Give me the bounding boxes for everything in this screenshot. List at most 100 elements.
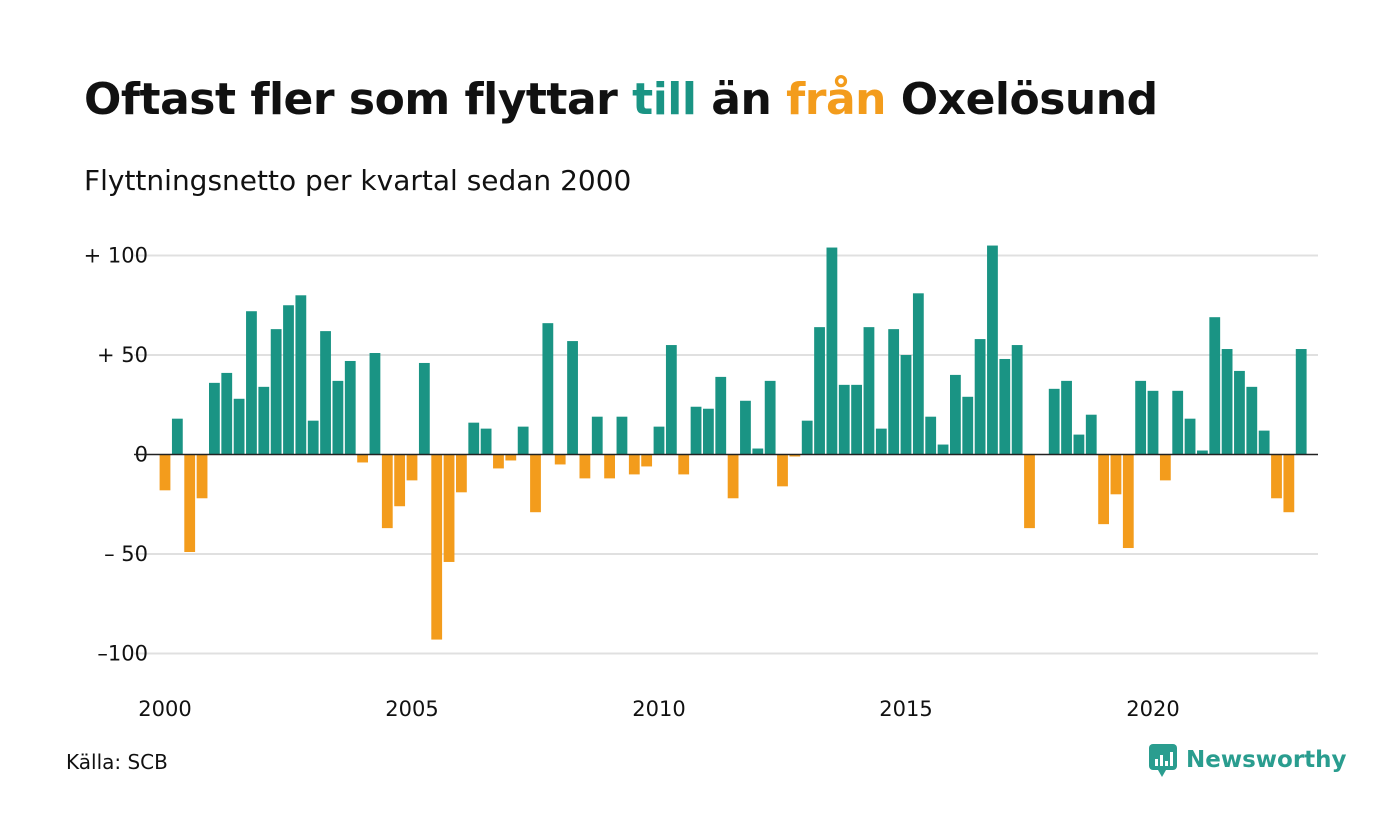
bar-positive — [1246, 386, 1258, 455]
bar-negative — [554, 454, 566, 465]
bar-positive — [764, 380, 776, 455]
bar-negative — [1122, 454, 1134, 549]
bar-positive — [480, 428, 492, 455]
y-tick-label: – 50 — [104, 542, 148, 566]
bar-positive — [740, 400, 751, 455]
bar-negative — [604, 454, 615, 479]
source-label: Källa: SCB — [66, 750, 168, 774]
bar-positive — [616, 416, 628, 455]
bar-negative — [456, 454, 467, 493]
bar-positive — [418, 362, 430, 455]
bar-positive — [665, 345, 677, 455]
bar-negative — [184, 454, 196, 553]
bar-positive — [752, 448, 764, 455]
bar-positive — [875, 428, 887, 455]
bar-negative — [678, 454, 690, 475]
bar-negative — [789, 454, 801, 457]
bar-negative — [530, 454, 541, 513]
bar-positive — [974, 339, 986, 455]
bar-positive — [863, 327, 875, 455]
y-tick-label: + 50 — [97, 343, 148, 367]
bar-negative — [431, 454, 443, 640]
x-tick-label: 2005 — [385, 697, 438, 721]
bar-positive — [233, 398, 245, 455]
bar-positive — [468, 422, 480, 455]
bar-negative — [628, 454, 640, 475]
brand-name: Newsworthy — [1186, 747, 1347, 773]
bar-positive — [838, 384, 850, 455]
bar-negative — [641, 454, 653, 467]
bar-negative — [1098, 454, 1109, 525]
bars — [159, 245, 1307, 640]
bar-positive — [999, 358, 1011, 455]
bar-positive — [912, 293, 924, 455]
y-tick-label: + 100 — [84, 244, 148, 268]
bar-negative — [777, 454, 788, 487]
bar-positive — [715, 376, 727, 455]
bar-negative — [579, 454, 591, 479]
grid-lines — [134, 254, 1318, 655]
bar-positive — [320, 331, 331, 455]
bar-negative — [1024, 454, 1035, 529]
bar-positive — [1172, 390, 1184, 455]
bar-negative — [1271, 454, 1282, 499]
bar-negative — [493, 454, 504, 469]
bar-positive — [937, 444, 949, 455]
bar-negative — [381, 454, 393, 529]
bar-positive — [851, 384, 862, 455]
bar-positive — [888, 329, 900, 455]
bar-positive — [270, 329, 282, 455]
bar-positive — [209, 382, 220, 455]
bar-positive — [542, 323, 554, 455]
bar-positive — [1209, 317, 1221, 455]
title-till: till — [632, 74, 697, 125]
x-tick-label: 2000 — [138, 697, 191, 721]
bar-positive — [295, 295, 307, 455]
bar-positive — [1011, 345, 1023, 455]
bar-positive — [1085, 414, 1097, 455]
bar-positive — [814, 327, 825, 455]
x-axis-labels: 2000 2005 2010 2015 2020 — [138, 697, 1179, 721]
title-part-3: Oxelösund — [885, 74, 1158, 125]
bar-positive — [258, 386, 270, 455]
bar-negative — [357, 454, 368, 463]
bar-positive — [690, 406, 702, 455]
bar-positive — [221, 372, 233, 455]
bar-negative — [196, 454, 208, 499]
bar-negative — [1159, 454, 1171, 481]
bar-positive — [1184, 418, 1196, 455]
bar-negative — [394, 454, 406, 507]
newsworthy-icon — [1149, 744, 1177, 777]
bar-negative — [406, 454, 418, 481]
x-tick-label: 2015 — [879, 697, 932, 721]
bar-positive — [703, 408, 714, 455]
bar-positive — [517, 426, 529, 455]
bar-positive — [962, 396, 974, 455]
bar-negative — [1110, 454, 1122, 495]
bar-positive — [246, 311, 257, 455]
x-tick-label: 2010 — [632, 697, 685, 721]
bar-positive — [1061, 380, 1072, 455]
bar-positive — [567, 341, 578, 455]
bar-positive — [900, 355, 912, 455]
bar-positive — [826, 247, 838, 455]
bar-positive — [653, 426, 665, 455]
bar-negative — [1283, 454, 1295, 513]
y-tick-label: –100 — [97, 642, 148, 666]
y-axis-labels: + 100+ 500– 50–100 — [84, 244, 148, 666]
bar-positive — [950, 374, 961, 455]
bar-positive — [1073, 434, 1085, 455]
bar-positive — [1197, 450, 1208, 455]
bar-positive — [801, 420, 813, 455]
bar-positive — [925, 416, 937, 455]
newsworthy-logo: Newsworthy — [1148, 742, 1347, 778]
bar-positive — [332, 380, 344, 455]
bar-negative — [443, 454, 455, 562]
bar-positive — [1234, 370, 1245, 455]
bar-negative — [727, 454, 739, 499]
bar-positive — [1135, 380, 1147, 455]
bar-chart: + 100+ 500– 50–100 2000 2005 2010 2015 2020 — [84, 244, 1318, 721]
bar-positive — [591, 416, 603, 455]
bar-positive — [1048, 388, 1060, 455]
bar-positive — [1147, 390, 1159, 455]
